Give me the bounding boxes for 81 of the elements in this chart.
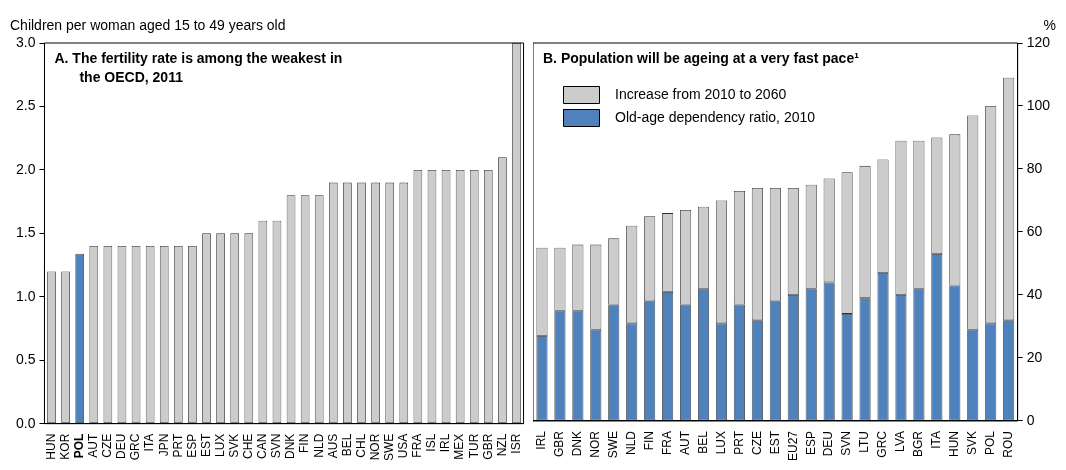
text: B. Population will be ageing at a very fast pace¹ bbox=[543, 50, 860, 66]
y-tick-label: 0.0 bbox=[15, 414, 36, 431]
y-tick-label: 60 bbox=[1026, 222, 1043, 239]
x-tick-label: SWE bbox=[382, 433, 396, 462]
x-tick-label: ESP bbox=[803, 430, 818, 455]
x-tick-label: AUS bbox=[325, 433, 340, 459]
x-tick-label: KOR bbox=[57, 433, 72, 460]
x-tick-label: BGR bbox=[911, 430, 926, 457]
x-tick-label: DNK bbox=[283, 433, 298, 460]
text: A. The fertility rate is among the weakest in the OECD, 2011 bbox=[54, 50, 343, 85]
x-tick-label: SVN bbox=[839, 430, 854, 456]
y-tick-label: 100 bbox=[1026, 96, 1051, 113]
x-tick-label: TUR bbox=[466, 433, 481, 459]
x-tick-label: GBR bbox=[552, 430, 567, 457]
x-tick-label: IRL bbox=[438, 433, 453, 453]
y-tick-label: 20 bbox=[1026, 348, 1043, 365]
x-tick-label: SVK bbox=[227, 433, 241, 458]
x-tick-label: PRT bbox=[731, 430, 746, 455]
x-tick-label: POL bbox=[72, 433, 86, 459]
y-tick-label: 2.0 bbox=[15, 160, 36, 177]
x-tick-label: FIN bbox=[297, 433, 312, 454]
x-tick-label: GRC bbox=[128, 433, 143, 461]
x-tick-label: AUT bbox=[86, 433, 101, 458]
x-tick-label: PRT bbox=[170, 433, 185, 458]
x-tick-label: HUN bbox=[43, 433, 58, 460]
x-tick-label: BEL bbox=[695, 430, 710, 454]
y-axis-title: % bbox=[1043, 17, 1056, 33]
x-tick-label: LTU bbox=[857, 430, 872, 453]
x-tick-label: ISL bbox=[424, 433, 439, 452]
x-tick-label: ROU bbox=[1000, 430, 1015, 458]
x-tick-label: DEU bbox=[114, 433, 129, 460]
x-tick-label: ESP bbox=[184, 433, 199, 458]
x-tick-label: LVA bbox=[893, 430, 908, 452]
x-tick-label: POL bbox=[983, 430, 998, 455]
x-tick-label: EST bbox=[767, 430, 782, 455]
x-tick-label: EU27 bbox=[785, 430, 800, 462]
x-tick-label: EST bbox=[198, 433, 213, 458]
y-axis-title: Children per woman aged 15 to 49 years old bbox=[10, 17, 286, 33]
y-tick-label: 0 bbox=[1026, 411, 1035, 428]
y-tick-label: 2.5 bbox=[15, 97, 36, 114]
x-tick-label: CZE bbox=[749, 430, 764, 455]
x-tick-label: NZL bbox=[494, 433, 509, 457]
x-tick-label: SVN bbox=[269, 433, 284, 459]
x-tick-label: BEL bbox=[339, 433, 354, 457]
x-tick-label: JPN bbox=[156, 433, 171, 457]
x-tick-label: CZE bbox=[100, 433, 115, 458]
x-tick-label: FIN bbox=[641, 430, 656, 451]
x-tick-label: ISR bbox=[508, 433, 523, 454]
x-tick-label: SWE bbox=[606, 430, 621, 459]
y-tick-label: 3.0 bbox=[15, 33, 36, 50]
x-tick-label: CHE bbox=[241, 433, 256, 460]
legend-label: Increase from 2010 to 2060 bbox=[615, 85, 787, 102]
x-tick-label: NLD bbox=[311, 433, 326, 458]
x-tick-label: ITA bbox=[142, 433, 157, 452]
x-tick-label: NOR bbox=[367, 433, 382, 461]
y-tick-label: 40 bbox=[1026, 285, 1043, 302]
x-tick-label: USA bbox=[396, 433, 411, 459]
y-tick-label: 0.5 bbox=[15, 351, 36, 368]
y-tick-label: 120 bbox=[1026, 33, 1051, 50]
x-tick-label: MEX bbox=[452, 433, 467, 460]
x-tick-label: DEU bbox=[821, 430, 836, 457]
x-tick-label: LUX bbox=[212, 433, 227, 458]
legend-label: Old-age dependency ratio, 2010 bbox=[615, 108, 816, 125]
x-tick-label: FRA bbox=[410, 433, 425, 458]
x-tick-label: CAN bbox=[255, 433, 270, 460]
x-tick-label: IRL bbox=[534, 430, 549, 450]
x-tick-label: LUX bbox=[713, 430, 728, 455]
x-tick-label: CHL bbox=[353, 433, 368, 458]
y-tick-label: 80 bbox=[1026, 159, 1043, 176]
x-tick-label: DNK bbox=[570, 430, 585, 457]
x-tick-label: FRA bbox=[659, 430, 674, 455]
x-tick-label: AUT bbox=[677, 430, 692, 455]
x-tick-label: SVK bbox=[965, 430, 980, 455]
x-tick-label: GBR bbox=[480, 433, 495, 460]
y-tick-label: 1.0 bbox=[15, 287, 36, 304]
x-tick-label: GRC bbox=[875, 430, 890, 458]
y-tick-label: 1.5 bbox=[15, 224, 36, 241]
x-tick-label: ITA bbox=[929, 430, 944, 449]
x-tick-label: NLD bbox=[624, 430, 639, 455]
x-tick-label: NOR bbox=[588, 430, 603, 458]
x-tick-label: HUN bbox=[947, 430, 962, 457]
